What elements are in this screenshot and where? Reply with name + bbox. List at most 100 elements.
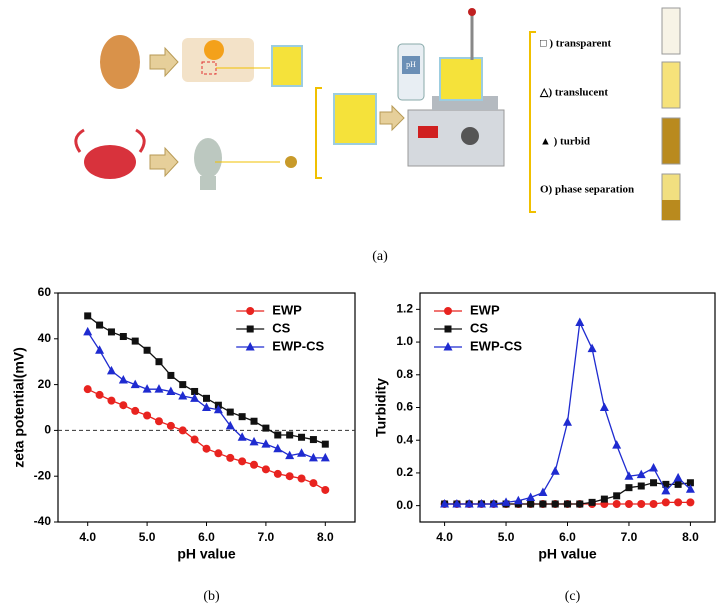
marker xyxy=(107,396,116,405)
x-axis-label: pH value xyxy=(177,546,236,562)
marker xyxy=(166,421,175,430)
powder xyxy=(285,156,297,168)
vial-sediment xyxy=(662,200,680,220)
arrow xyxy=(149,46,179,78)
x-tick-label: 7.0 xyxy=(621,530,638,544)
x-tick-label: 4.0 xyxy=(436,530,453,544)
x-tick-label: 6.0 xyxy=(198,530,215,544)
marker xyxy=(286,431,294,439)
marker xyxy=(166,386,176,395)
y-tick-label: 0.0 xyxy=(396,498,413,512)
y-tick-label: 0.2 xyxy=(396,465,413,479)
crab-claws xyxy=(74,128,146,153)
x-tick-label: 5.0 xyxy=(139,530,156,544)
marker xyxy=(600,495,608,503)
x-tick-label: 6.0 xyxy=(559,530,576,544)
state-label: O) phase separation xyxy=(540,184,634,196)
arrow xyxy=(379,104,405,132)
marker xyxy=(95,345,105,354)
marker xyxy=(155,358,163,366)
y-tick-label: 0 xyxy=(44,423,51,437)
marker xyxy=(274,431,282,439)
marker xyxy=(298,433,306,441)
diagram: pH □ ) transparent △) translucent ▲ ) tu… xyxy=(74,7,681,264)
marker xyxy=(527,500,535,508)
marker xyxy=(440,499,450,508)
marker xyxy=(624,471,634,480)
marker xyxy=(599,402,609,411)
marker xyxy=(661,485,671,495)
marker xyxy=(309,479,318,488)
ph-screen xyxy=(402,56,420,74)
marker xyxy=(83,326,93,336)
marker xyxy=(563,417,572,426)
ph-label: pH xyxy=(406,60,416,69)
legend-label: CS xyxy=(272,320,290,335)
y-tick-label: -40 xyxy=(34,514,52,528)
legend-label: EWP xyxy=(272,302,302,317)
marker xyxy=(143,411,152,420)
marker xyxy=(131,406,140,415)
marker xyxy=(513,495,523,505)
x-tick-label: 8.0 xyxy=(317,530,334,544)
marker xyxy=(538,487,548,497)
marker xyxy=(637,500,646,509)
marker xyxy=(273,469,282,478)
chart: -40 -20 0 20 40 60 4.0 5.0 6.0 7.0 8.0 pH value zeta… xyxy=(11,285,356,604)
marker xyxy=(238,457,247,466)
crab xyxy=(84,145,136,179)
y-tick-label: 60 xyxy=(38,285,52,299)
marker xyxy=(649,463,659,472)
marker xyxy=(320,452,330,462)
y-tick-label: 1.2 xyxy=(396,302,413,316)
legend-label: EWP-CS xyxy=(272,338,324,353)
marker xyxy=(250,460,259,469)
marker xyxy=(321,440,329,448)
marker xyxy=(501,497,511,506)
y-tick-label: 0.6 xyxy=(396,400,413,414)
marker xyxy=(309,436,317,444)
legend-label: EWP xyxy=(470,302,500,317)
marker xyxy=(637,482,645,490)
x-tick-label: 7.0 xyxy=(258,530,275,544)
marker xyxy=(662,480,670,488)
marker xyxy=(686,479,694,487)
marker xyxy=(154,417,163,426)
marker xyxy=(250,417,258,425)
marker xyxy=(167,371,175,379)
marker xyxy=(202,402,211,411)
y-tick-label: 0.8 xyxy=(396,367,413,381)
egg xyxy=(100,35,140,89)
knob xyxy=(461,127,479,145)
marker xyxy=(551,500,559,508)
bracket xyxy=(529,31,536,213)
marker xyxy=(96,321,104,329)
marker xyxy=(203,394,210,402)
marker xyxy=(107,328,115,336)
marker xyxy=(526,492,536,501)
marker xyxy=(178,426,187,435)
marker xyxy=(612,440,622,449)
caption: (a) xyxy=(372,249,388,264)
marker xyxy=(673,472,683,482)
marker xyxy=(178,391,188,400)
y-tick-label: 40 xyxy=(38,331,52,345)
marker xyxy=(636,469,646,479)
y-tick-label: 0.4 xyxy=(396,432,413,446)
marker xyxy=(226,453,235,462)
y-axis-label: zeta potential(mV) xyxy=(11,347,27,468)
legend-label: CS xyxy=(470,320,488,335)
marker xyxy=(179,381,187,389)
marker xyxy=(297,474,306,483)
display xyxy=(418,126,438,138)
marker xyxy=(539,500,547,508)
vial xyxy=(661,61,681,109)
marker xyxy=(213,404,223,414)
marker xyxy=(95,390,104,399)
marker xyxy=(142,384,152,393)
marker xyxy=(191,387,199,395)
arrow xyxy=(149,146,179,178)
chart: 0.0 0.2 0.4 0.6 0.8 1.0 1.2 4.0 5.0 6.0 7.0 8.0 pH v… xyxy=(373,292,716,604)
bracket xyxy=(315,87,322,179)
